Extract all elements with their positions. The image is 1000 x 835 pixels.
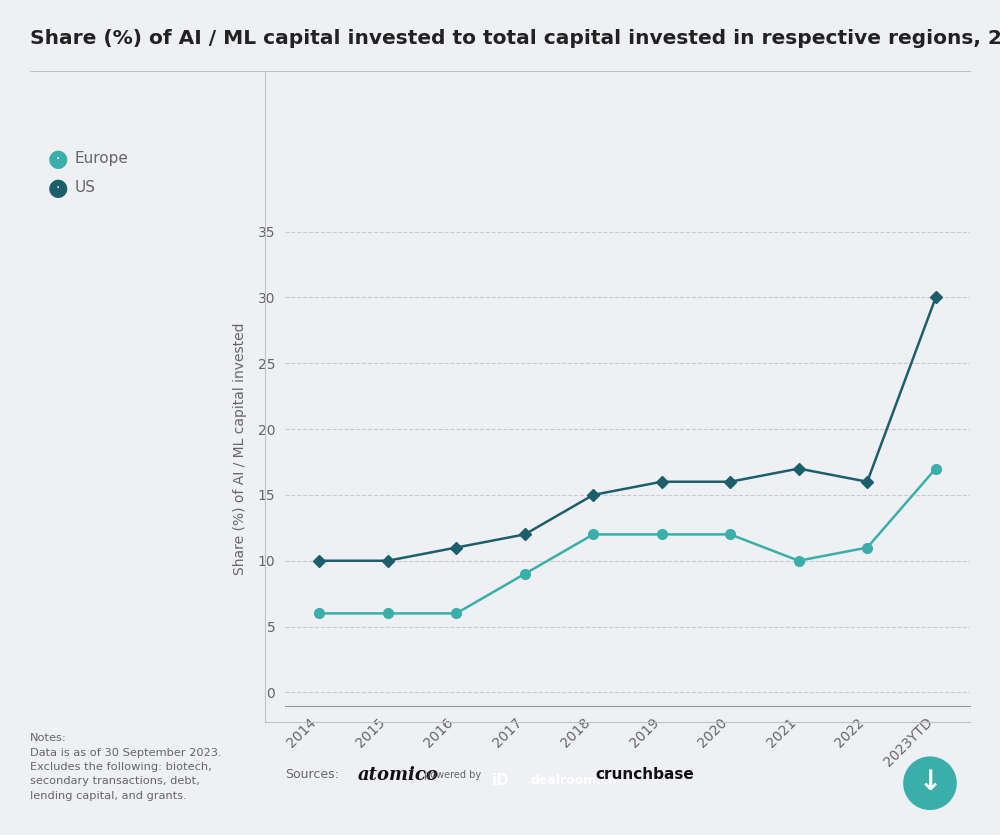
Text: ↓: ↓ bbox=[918, 768, 942, 796]
Text: iD: iD bbox=[492, 773, 510, 788]
Circle shape bbox=[904, 757, 956, 809]
Text: atomico: atomico bbox=[358, 766, 439, 784]
Text: Notes:
Data is as of 30 September 2023.
Excludes the following: biotech,
seconda: Notes: Data is as of 30 September 2023. … bbox=[30, 733, 222, 801]
Text: US: US bbox=[75, 180, 96, 195]
Text: ·: · bbox=[56, 152, 60, 165]
Y-axis label: Share (%) of AI / ML capital invested: Share (%) of AI / ML capital invested bbox=[233, 322, 247, 575]
Text: dealroom.co: dealroom.co bbox=[531, 774, 618, 787]
Text: ·: · bbox=[56, 181, 60, 195]
Text: ●: ● bbox=[48, 176, 68, 200]
Text: ●: ● bbox=[48, 147, 68, 170]
Text: Sources:: Sources: bbox=[285, 768, 339, 782]
Text: powered by: powered by bbox=[424, 770, 481, 780]
Text: Europe: Europe bbox=[75, 151, 129, 166]
Text: crunchbase: crunchbase bbox=[595, 767, 694, 782]
Text: Share (%) of AI / ML capital invested to total capital invested in respective re: Share (%) of AI / ML capital invested to… bbox=[30, 29, 1000, 48]
